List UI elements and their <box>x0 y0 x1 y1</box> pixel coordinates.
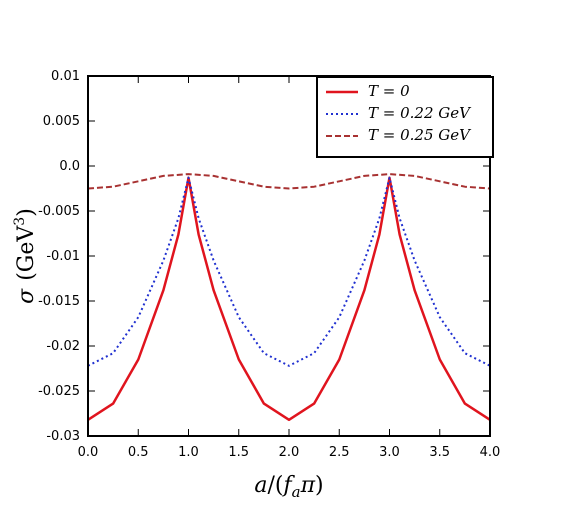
legend: T = 0 T = 0.22 GeV T = 0.25 GeV <box>316 76 494 158</box>
series-line-2 <box>87 173 491 190</box>
y-tick-label: -0.015 <box>38 294 80 309</box>
legend-box <box>316 76 494 158</box>
series-layer <box>87 173 491 422</box>
y-tick-label: -0.01 <box>46 249 80 264</box>
y-tick-label: 0.0 <box>59 159 80 174</box>
x-tick-label: 1.5 <box>228 445 249 460</box>
plot-frame <box>87 75 491 437</box>
y-tick-labels: 0.01 0.005 0.0 -0.005 -0.01 -0.015 -0.02 -0.025… <box>38 69 80 444</box>
x-axis-label: a/(faπ) <box>254 473 323 501</box>
x-tick-labels: 0.0 0.5 1.0 1.5 2.0 2.5 3.0 3.5 4.0 <box>78 445 501 460</box>
y-tick-label: 0.01 <box>51 69 80 84</box>
legend-label-2: T = 0.25 GeV <box>368 126 472 144</box>
series-line-1 <box>87 176 491 367</box>
y-tick-label: -0.02 <box>46 339 80 354</box>
legend-label-0: T = 0 <box>368 82 410 100</box>
series-line-0 <box>87 176 491 422</box>
legend-label-1: T = 0.22 GeV <box>368 104 472 122</box>
x-tick-label: 3.5 <box>429 445 450 460</box>
x-tick-label: 2.0 <box>279 445 300 460</box>
x-tick-label: 4.0 <box>480 445 501 460</box>
y-axis-label: σ(GeV3) <box>12 208 39 304</box>
y-tick-label: 0.005 <box>43 114 80 129</box>
x-tick-label: 0.5 <box>128 445 149 460</box>
x-tick-label: 0.0 <box>78 445 99 460</box>
y-tick-label: -0.005 <box>38 204 80 219</box>
x-tick-label: 2.5 <box>329 445 350 460</box>
x-tick-label: 1.0 <box>178 445 199 460</box>
y-tick-label: -0.03 <box>46 429 80 444</box>
y-tick-label: -0.025 <box>38 384 80 399</box>
x-tick-label: 3.0 <box>379 445 400 460</box>
